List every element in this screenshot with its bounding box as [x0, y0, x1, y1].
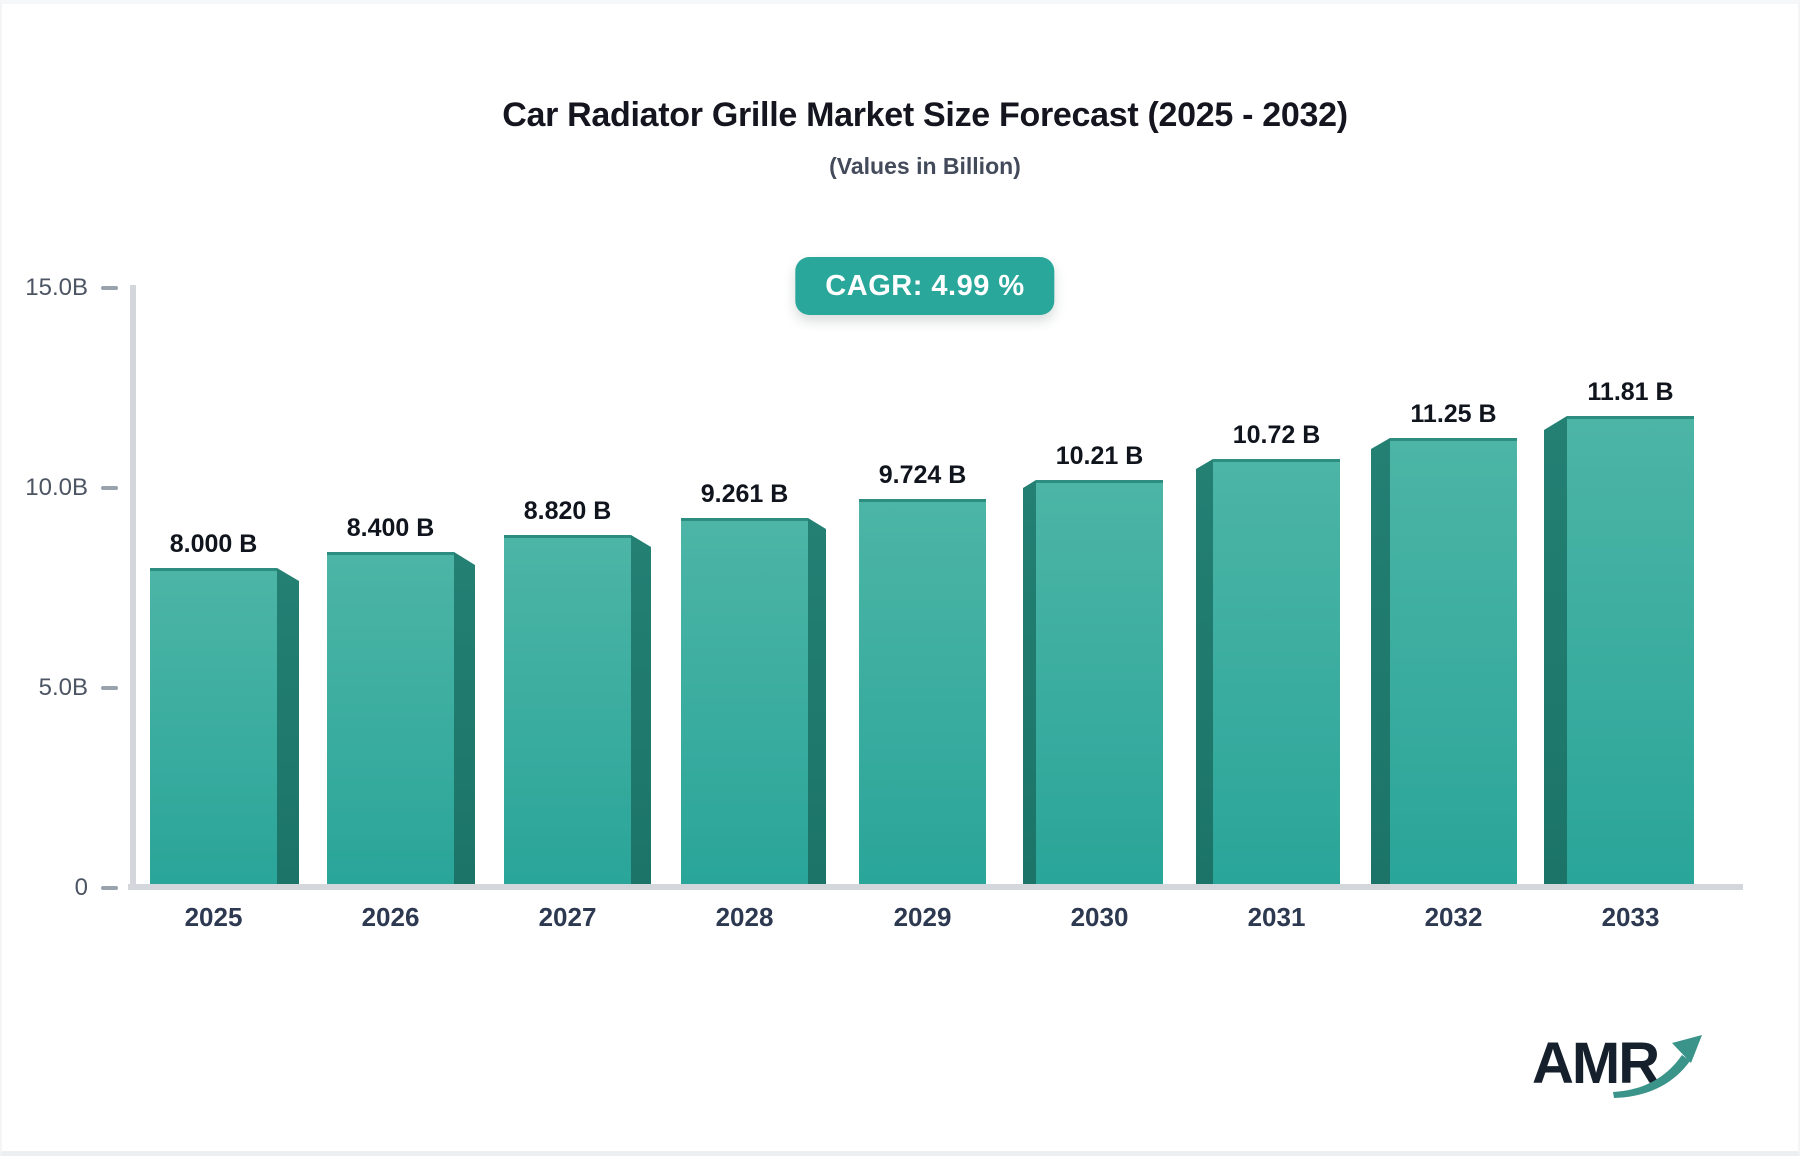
amr-logo: AMR	[1532, 1030, 1712, 1110]
y-axis-line	[130, 285, 136, 890]
y-axis-tick-label: 15.0B	[25, 274, 88, 301]
bar-3d-side	[1544, 416, 1567, 884]
bar-value-label: 10.21 B	[1055, 442, 1144, 470]
bar	[681, 518, 808, 884]
bar-value-label: 9.261 B	[700, 480, 789, 508]
x-axis-label: 2030	[1070, 902, 1129, 932]
bar-3d-side	[631, 535, 651, 884]
chart-subtitle: (Values in Billion)	[829, 153, 1021, 179]
bar	[504, 535, 631, 884]
y-axis-tick-label: 10.0B	[25, 474, 88, 501]
bar	[1213, 459, 1340, 884]
x-axis-label: 2029	[893, 902, 952, 932]
bar-3d-side	[1371, 438, 1390, 884]
bar-value-label: 8.400 B	[346, 514, 435, 542]
bar-value-label: 10.72 B	[1232, 421, 1321, 449]
x-axis-label: 2031	[1247, 902, 1306, 932]
bar	[150, 568, 277, 884]
chart-title: Car Radiator Grille Market Size Forecast…	[502, 96, 1348, 134]
x-axis-label: 2032	[1424, 902, 1483, 932]
bar-3d-side	[808, 518, 826, 884]
x-axis-baseline	[128, 884, 1743, 890]
y-axis-tick	[101, 686, 118, 690]
x-axis-label: 2027	[538, 902, 597, 932]
chart-header: Car Radiator Grille Market Size Forecast…	[50, 96, 1800, 180]
bar-3d-side	[1023, 480, 1036, 884]
growth-arrow-icon	[1613, 1035, 1702, 1098]
y-axis-tick-label: 0	[74, 874, 88, 901]
bar-value-label: 8.820 B	[523, 497, 612, 525]
x-axis-label: 2026	[361, 902, 420, 932]
bar	[327, 552, 454, 884]
bar	[859, 499, 986, 884]
bar-value-label: 9.724 B	[878, 461, 967, 489]
y-axis-tick-label: 5.0B	[38, 674, 88, 701]
y-axis-tick	[101, 486, 118, 490]
cagr-badge: CAGR: 4.99 %	[795, 257, 1055, 315]
bar-value-label: 8.000 B	[169, 530, 258, 558]
y-axis-tick	[101, 286, 118, 290]
x-axis-label: 2028	[715, 902, 774, 932]
bar	[1567, 416, 1694, 884]
bar-value-label: 11.81 B	[1587, 378, 1674, 406]
bar-value-label: 11.25 B	[1410, 400, 1497, 428]
y-axis-tick	[101, 886, 118, 890]
bar	[1036, 480, 1163, 884]
amr-logo-text: AMR	[1532, 1031, 1660, 1096]
bar-3d-side	[277, 568, 299, 884]
x-axis-label: 2033	[1601, 902, 1660, 932]
bar-3d-side	[454, 552, 475, 884]
x-axis-label: 2025	[184, 902, 243, 932]
bar	[1390, 438, 1517, 884]
bar-3d-side	[1196, 459, 1213, 884]
